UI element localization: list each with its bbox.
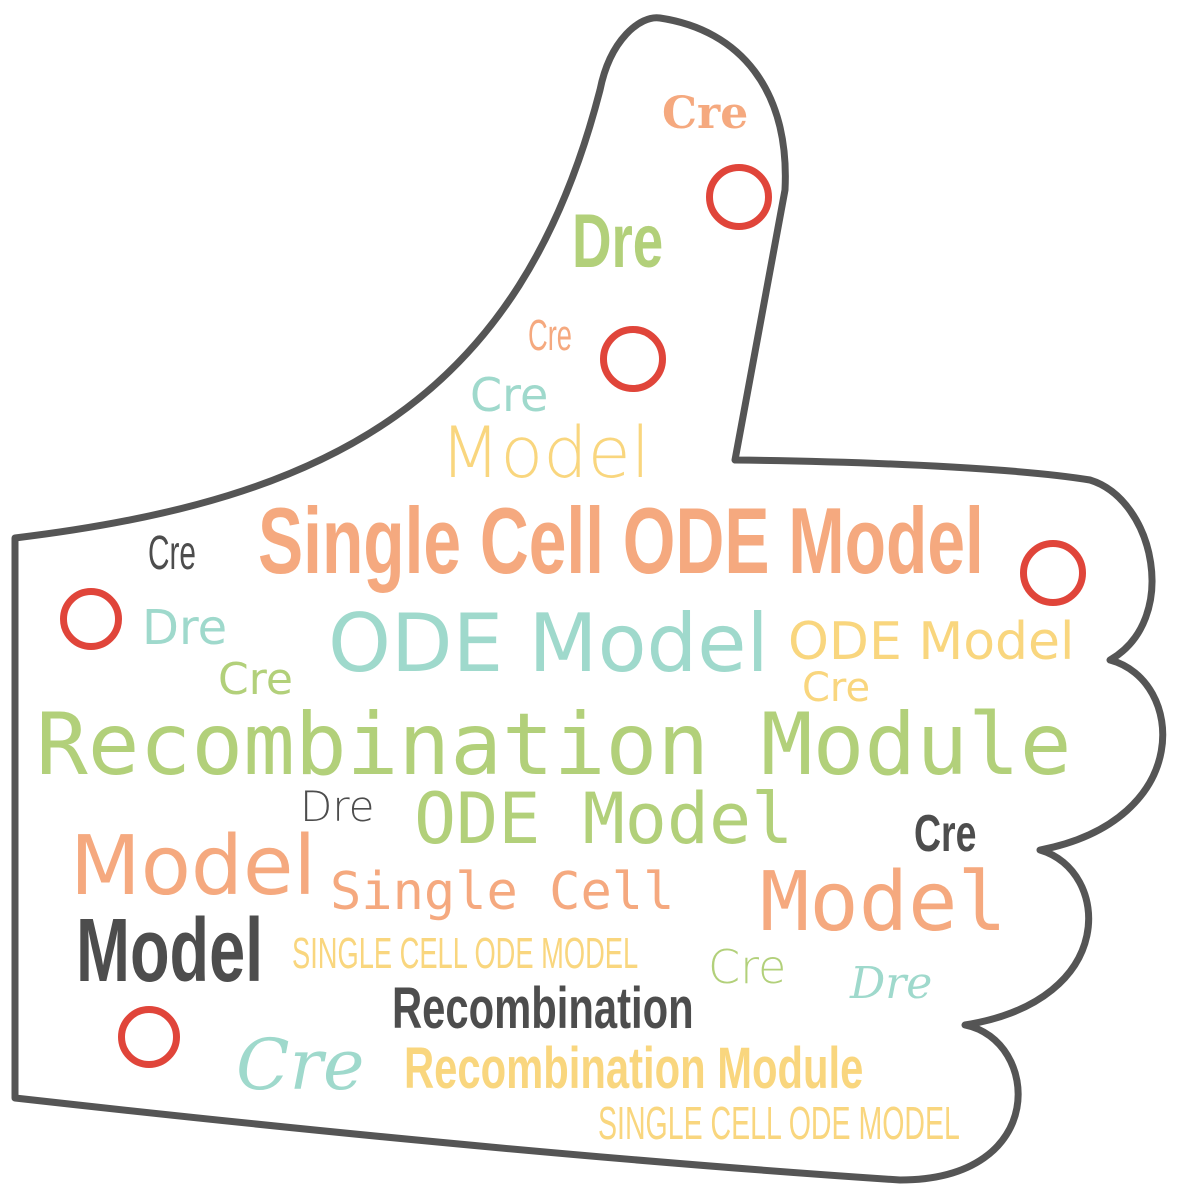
word-model: Model: [440, 412, 651, 494]
word-ode-model: ODE Model: [328, 597, 769, 690]
red-circle-icon: [600, 326, 666, 392]
word-dre: Dre: [572, 199, 664, 284]
word-cre: Cre: [662, 88, 749, 139]
word-ode-model: ODE Model: [414, 778, 794, 860]
word-single-cell: Single Cell: [330, 862, 675, 922]
word-cre: Cre: [802, 665, 871, 711]
red-circle-icon: [60, 588, 122, 650]
red-circle-icon: [118, 1006, 180, 1068]
word-cre: Cre: [914, 805, 977, 863]
word-cre: Cre: [148, 527, 196, 580]
red-circle-icon: [1020, 540, 1086, 606]
word-model: Model: [70, 819, 317, 914]
word-cre: Cre: [470, 368, 549, 422]
word-cre: Cre: [708, 940, 787, 994]
red-circle-icon: [706, 164, 772, 230]
word-single-cell-ode-model: SINGLE CELL ODE MODEL: [292, 929, 639, 978]
word-dre: Dre: [142, 600, 228, 656]
word-dre: Dre: [850, 958, 933, 1009]
word-model: Model: [76, 901, 264, 1001]
word-dre: Dre: [300, 782, 375, 831]
word-recombination: Recombination: [392, 976, 694, 1041]
word-cre: Cre: [218, 654, 293, 705]
word-single-cell-ode-model: Single Cell ODE Model: [258, 488, 984, 593]
word-recombination-module: Recombination Module: [404, 1036, 864, 1101]
word-ode-model: ODE Model: [788, 612, 1075, 672]
word-recombination-module: Recombination Module: [36, 695, 1072, 795]
word-cre: Cre: [236, 1024, 365, 1106]
word-model: Model: [760, 855, 1007, 950]
word-single-cell-ode-model: SINGLE CELL ODE MODEL: [598, 1097, 960, 1149]
word-cre: Cre: [528, 311, 572, 360]
